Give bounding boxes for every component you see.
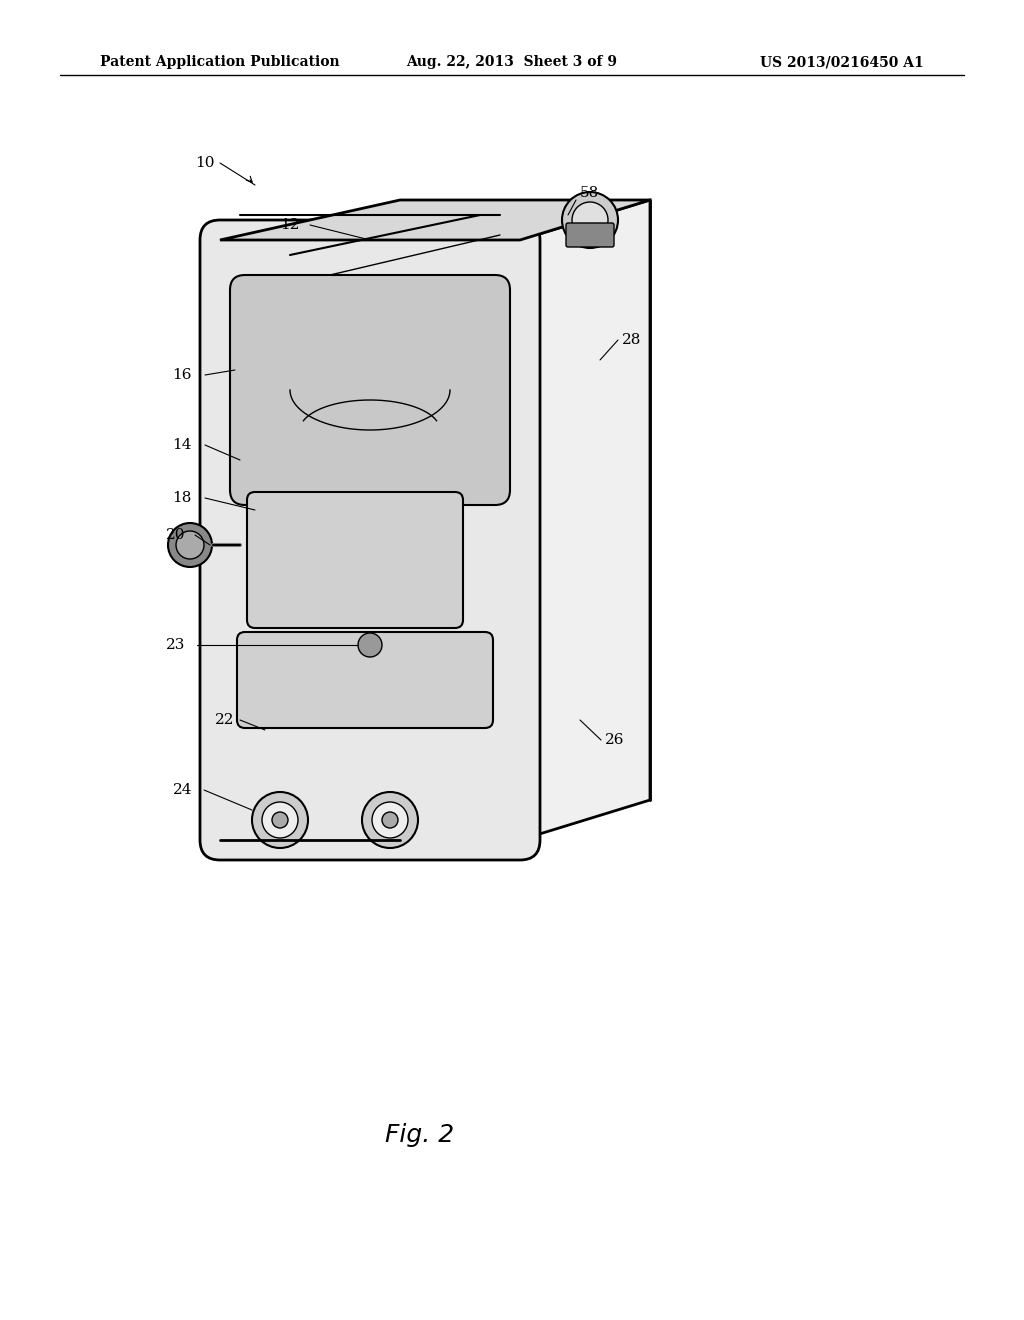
FancyBboxPatch shape [247, 492, 463, 628]
Text: 16: 16 [172, 368, 193, 381]
Text: 26: 26 [605, 733, 625, 747]
Text: 12: 12 [281, 218, 300, 232]
Circle shape [362, 792, 418, 847]
Text: 14: 14 [172, 438, 193, 451]
Text: Fig. 2: Fig. 2 [385, 1123, 455, 1147]
Circle shape [176, 531, 204, 558]
FancyBboxPatch shape [237, 632, 493, 729]
Circle shape [168, 523, 212, 568]
Text: 24: 24 [172, 783, 193, 797]
Text: 18: 18 [173, 491, 193, 506]
Text: US 2013/0216450 A1: US 2013/0216450 A1 [760, 55, 924, 69]
Text: 23: 23 [166, 638, 185, 652]
Text: 22: 22 [215, 713, 234, 727]
Circle shape [262, 803, 298, 838]
Circle shape [358, 634, 382, 657]
Circle shape [372, 803, 408, 838]
Text: Aug. 22, 2013  Sheet 3 of 9: Aug. 22, 2013 Sheet 3 of 9 [407, 55, 617, 69]
Text: 28: 28 [622, 333, 641, 347]
FancyBboxPatch shape [230, 275, 510, 506]
Polygon shape [220, 201, 650, 240]
Text: 10: 10 [196, 156, 215, 170]
Text: 20: 20 [166, 528, 185, 543]
FancyBboxPatch shape [566, 223, 614, 247]
Text: Patent Application Publication: Patent Application Publication [100, 55, 340, 69]
Circle shape [382, 812, 398, 828]
Polygon shape [520, 201, 650, 840]
Circle shape [272, 812, 288, 828]
Circle shape [562, 191, 618, 248]
Text: 58: 58 [580, 186, 599, 201]
Circle shape [252, 792, 308, 847]
Circle shape [572, 202, 608, 238]
FancyBboxPatch shape [200, 220, 540, 861]
